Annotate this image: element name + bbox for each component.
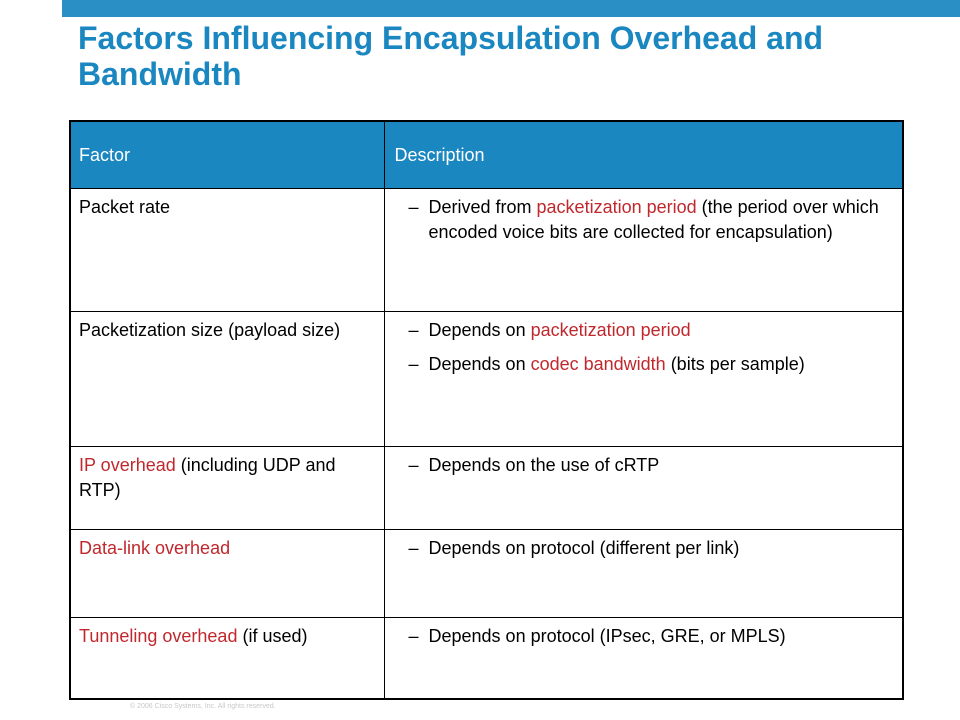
description-bullet: – Depends on packetization period (395, 318, 895, 343)
description-bullet: – Depends on protocol (different per link… (395, 536, 895, 561)
text-segment: Depends on protocol (different per link) (428, 538, 740, 558)
description-cell: – Depends on packetization period – Depends… (383, 311, 904, 447)
text-segment: Depends on the use of cRTP (428, 455, 660, 475)
dash-bullet-marker: – (408, 455, 419, 475)
table-row: IP overhead (including UDP and RTP) – Dep… (69, 446, 904, 530)
dash-bullet-marker: – (408, 626, 419, 646)
description-cell: – Derived from packetization period (the … (383, 188, 904, 312)
dash-bullet-marker: – (408, 354, 419, 374)
highlighted-text: packetization period (530, 320, 691, 340)
text-segment: Depends on (428, 320, 531, 340)
factor-cell: IP overhead (including UDP and RTP) (69, 446, 385, 530)
dash-bullet-marker: – (408, 320, 419, 340)
copyright-footer: © 2006 Cisco Systems, Inc. All rights re… (130, 703, 276, 710)
dash-bullet-marker: – (408, 197, 419, 217)
slide-title: Factors Influencing Encapsulation Overhe… (78, 20, 824, 92)
factor-cell: Packet rate (69, 188, 385, 312)
text-segment: (if used) (237, 626, 308, 646)
description-cell: – Depends on protocol (IPsec, GRE, or MPL… (383, 617, 904, 700)
description-bullet: – Derived from packetization period (the … (395, 195, 895, 245)
description-bullet: – Depends on the use of cRTP (395, 453, 895, 478)
text-segment: (bits per sample) (665, 354, 805, 374)
text-segment: Depends on protocol (IPsec, GRE, or MPLS… (428, 626, 786, 646)
header-factor: Factor (69, 120, 385, 189)
text-segment: (the period over which encoded voice bit… (428, 197, 879, 242)
text-segment: Depends on (428, 354, 531, 374)
text-segment: Derived from (428, 197, 537, 217)
text-segment: Packet rate (79, 197, 171, 217)
table-row: Packetization size (payload size) – Depen… (69, 311, 904, 447)
description-bullet: – Depends on codec bandwidth (bits per sa… (395, 352, 895, 377)
description-bullet: – Depends on protocol (IPsec, GRE, or MPL… (395, 624, 895, 649)
description-cell: – Depends on protocol (different per link… (383, 529, 904, 618)
highlighted-text: packetization period (536, 197, 697, 217)
table-row: Tunneling overhead (if used) – Depends on… (69, 617, 904, 700)
factor-cell: Packetization size (payload size) (69, 311, 385, 447)
header-description: Description (383, 120, 904, 189)
text-segment: (including UDP and RTP) (79, 455, 336, 500)
factors-table: Factor Description Packet rate – Derived … (69, 120, 904, 700)
highlighted-text: Data-link overhead (79, 538, 231, 558)
description-cell: – Depends on the use of cRTP (383, 446, 904, 530)
highlighted-text: IP overhead (79, 455, 176, 475)
top-accent-bar (0, 0, 960, 17)
factor-cell: Data-link overhead (69, 529, 385, 618)
table-row: Data-link overhead – Depends on protocol … (69, 529, 904, 618)
top-bar-notch (0, 0, 62, 17)
table-header-row: Factor Description (69, 120, 904, 189)
dash-bullet-marker: – (408, 538, 419, 558)
highlighted-text: Tunneling overhead (79, 626, 238, 646)
highlighted-text: codec bandwidth (530, 354, 666, 374)
factor-cell: Tunneling overhead (if used) (69, 617, 385, 700)
table-row: Packet rate – Derived from packetization … (69, 188, 904, 312)
text-segment: Packetization size (payload size) (79, 320, 341, 340)
